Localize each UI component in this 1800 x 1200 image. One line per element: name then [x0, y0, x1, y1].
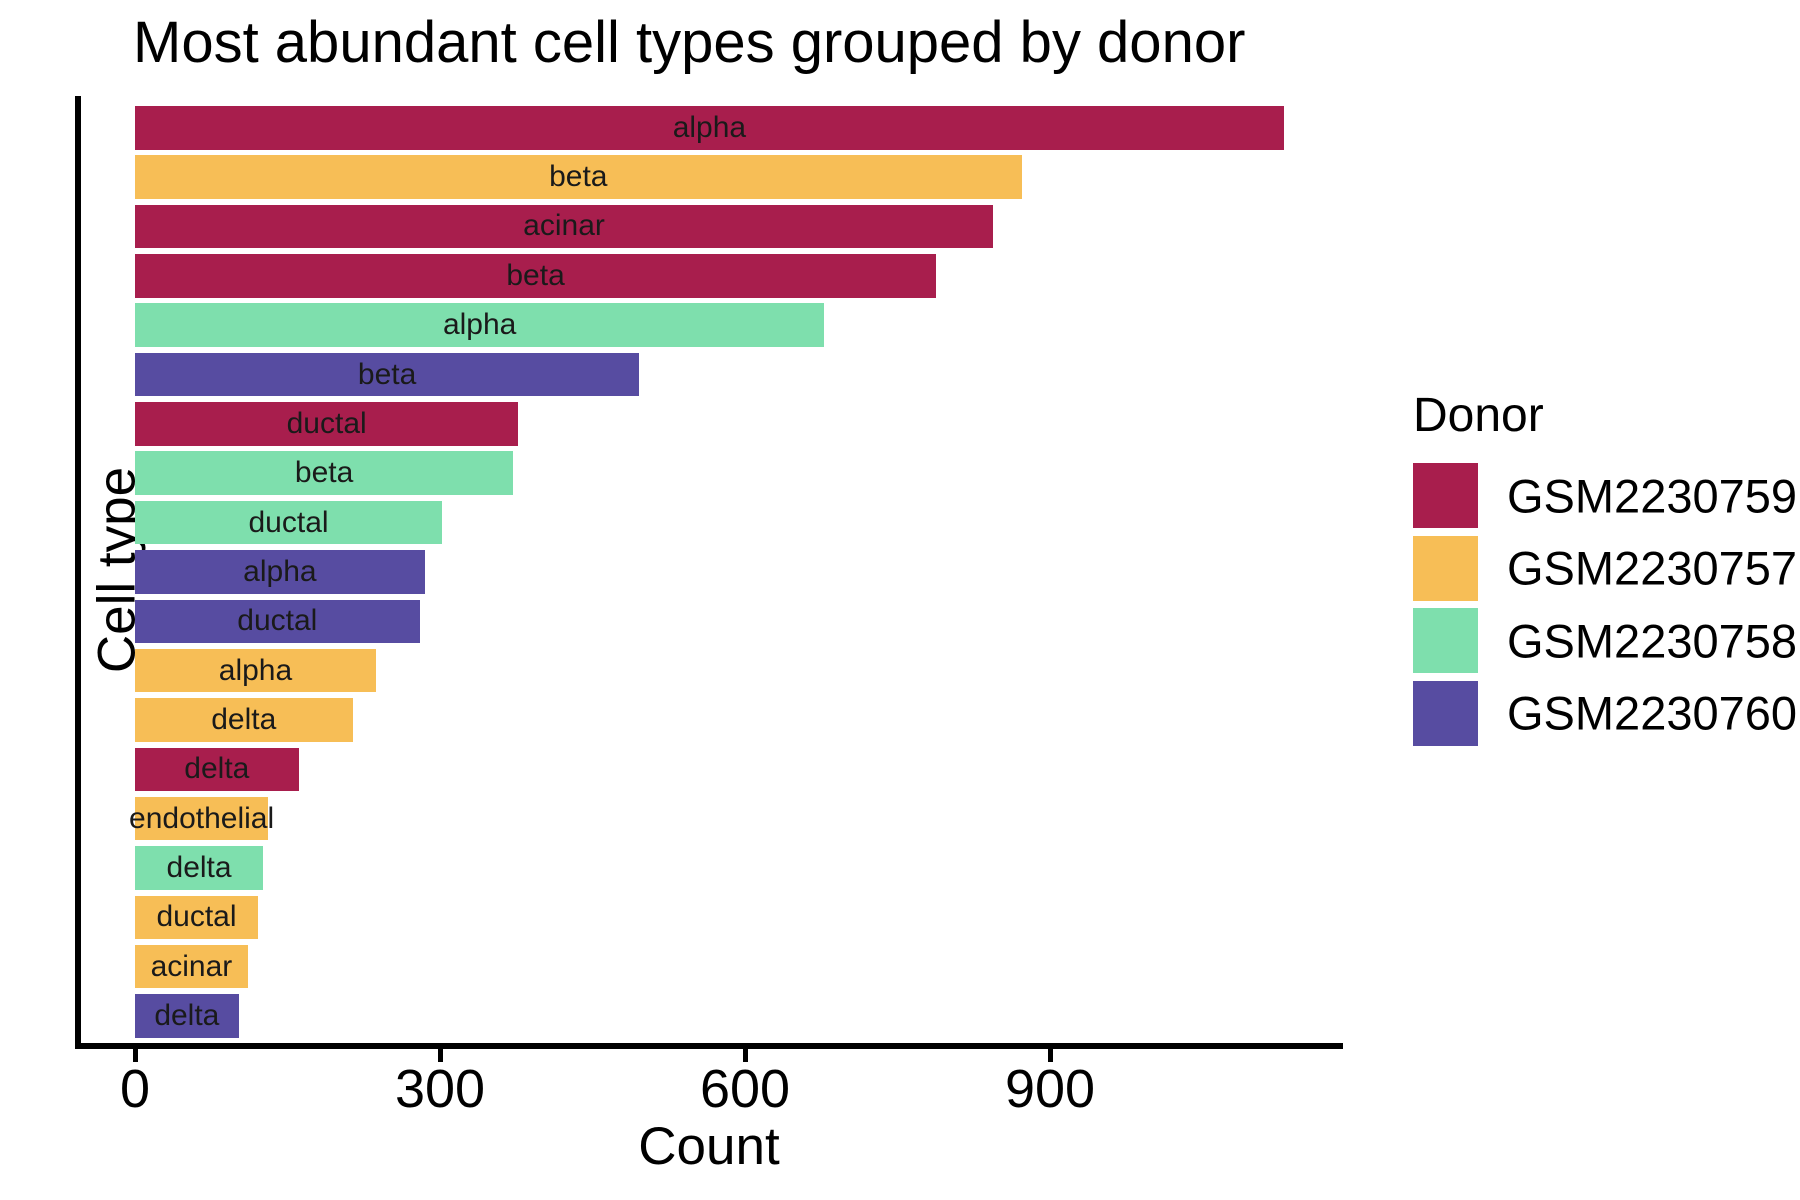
legend-swatch: [1413, 463, 1478, 528]
bar-label: beta: [294, 456, 354, 490]
legend-label: GSM2230760: [1507, 686, 1798, 740]
legend-label: GSM2230759: [1507, 469, 1798, 522]
legend-swatch: [1413, 680, 1478, 746]
bar-label: ductal: [156, 900, 237, 934]
bar-acinar-GSM2230757: acinar: [135, 944, 248, 989]
bar-ductal-GSM2230757: ductal: [135, 895, 259, 940]
x-axis-spine: [75, 1043, 1343, 1049]
bar-label: acinar: [150, 949, 233, 983]
bar-acinar-GSM2230759: acinar: [135, 204, 994, 249]
bar-ductal-GSM2230760: ductal: [135, 599, 420, 643]
bar-label: alpha: [442, 308, 517, 342]
legend-swatch: [1413, 608, 1478, 673]
bar-beta-GSM2230760: beta: [135, 352, 640, 397]
x-tick-mark: [132, 1049, 138, 1062]
legend: Donor GSM2230759 GSM2230757 GSM2230758 GSM2…: [1413, 388, 1797, 746]
chart-title: Most abundant cell types grouped by dono…: [133, 10, 1246, 75]
x-tick-label: 600: [699, 1059, 791, 1119]
x-axis-title: Count: [638, 1117, 780, 1176]
legend-item-GSM2230760: GSM2230760: [1413, 680, 1797, 746]
legend-item-GSM2230757: GSM2230757: [1413, 535, 1797, 601]
x-tick-mark: [742, 1049, 748, 1062]
bar-ductal-GSM2230759: ductal: [135, 402, 519, 446]
bar-label: beta: [357, 357, 417, 391]
bar-endothelial-GSM2230757: endothelial: [129, 796, 274, 841]
bar-label: ductal: [248, 505, 329, 539]
bar-label: delta: [211, 702, 277, 736]
legend-label: GSM2230758: [1507, 614, 1798, 667]
legend-swatch: [1413, 535, 1478, 601]
x-tick-mark: [437, 1049, 443, 1062]
bar-beta-GSM2230759: beta: [135, 254, 937, 298]
bar-delta-GSM2230758: delta: [135, 846, 264, 890]
bar-label: delta: [166, 851, 232, 884]
bar-beta-GSM2230757: beta: [135, 155, 1022, 199]
bar-ductal-GSM2230758: ductal: [135, 500, 443, 545]
legend-label: GSM2230757: [1507, 541, 1798, 595]
bar-label: acinar: [523, 209, 605, 243]
x-tick-label: 0: [119, 1059, 151, 1119]
bar-label: endothelial: [129, 801, 275, 835]
legend-title: Donor: [1413, 389, 1544, 442]
bar-delta-GSM2230757: delta: [135, 698, 353, 742]
bar-label: delta: [154, 999, 220, 1033]
bar-label: beta: [506, 258, 565, 292]
bar-alpha-GSM2230760: alpha: [135, 550, 425, 594]
bar-label: alpha: [218, 653, 293, 687]
bar-delta-GSM2230760: delta: [135, 994, 239, 1038]
bar-label: delta: [184, 752, 250, 786]
bar-alpha-GSM2230758: alpha: [135, 303, 825, 347]
bar-label: beta: [549, 160, 608, 194]
bar-beta-GSM2230758: beta: [135, 451, 514, 495]
x-tick-mark: [1047, 1049, 1053, 1062]
bar-alpha-GSM2230759: alpha: [135, 106, 1284, 150]
bar-label: ductal: [237, 604, 318, 638]
legend-item-GSM2230758: GSM2230758: [1413, 608, 1797, 673]
bar-label: alpha: [672, 110, 747, 144]
bar-delta-GSM2230759: delta: [135, 747, 299, 792]
bar-alpha-GSM2230757: alpha: [135, 648, 376, 693]
bar-label: ductal: [286, 406, 367, 440]
x-tick-label: 300: [394, 1059, 486, 1119]
bar-label: alpha: [243, 554, 317, 588]
y-axis-spine: [75, 96, 81, 1049]
x-tick-label: 900: [1004, 1059, 1096, 1119]
legend-item-GSM2230759: GSM2230759: [1413, 463, 1797, 528]
